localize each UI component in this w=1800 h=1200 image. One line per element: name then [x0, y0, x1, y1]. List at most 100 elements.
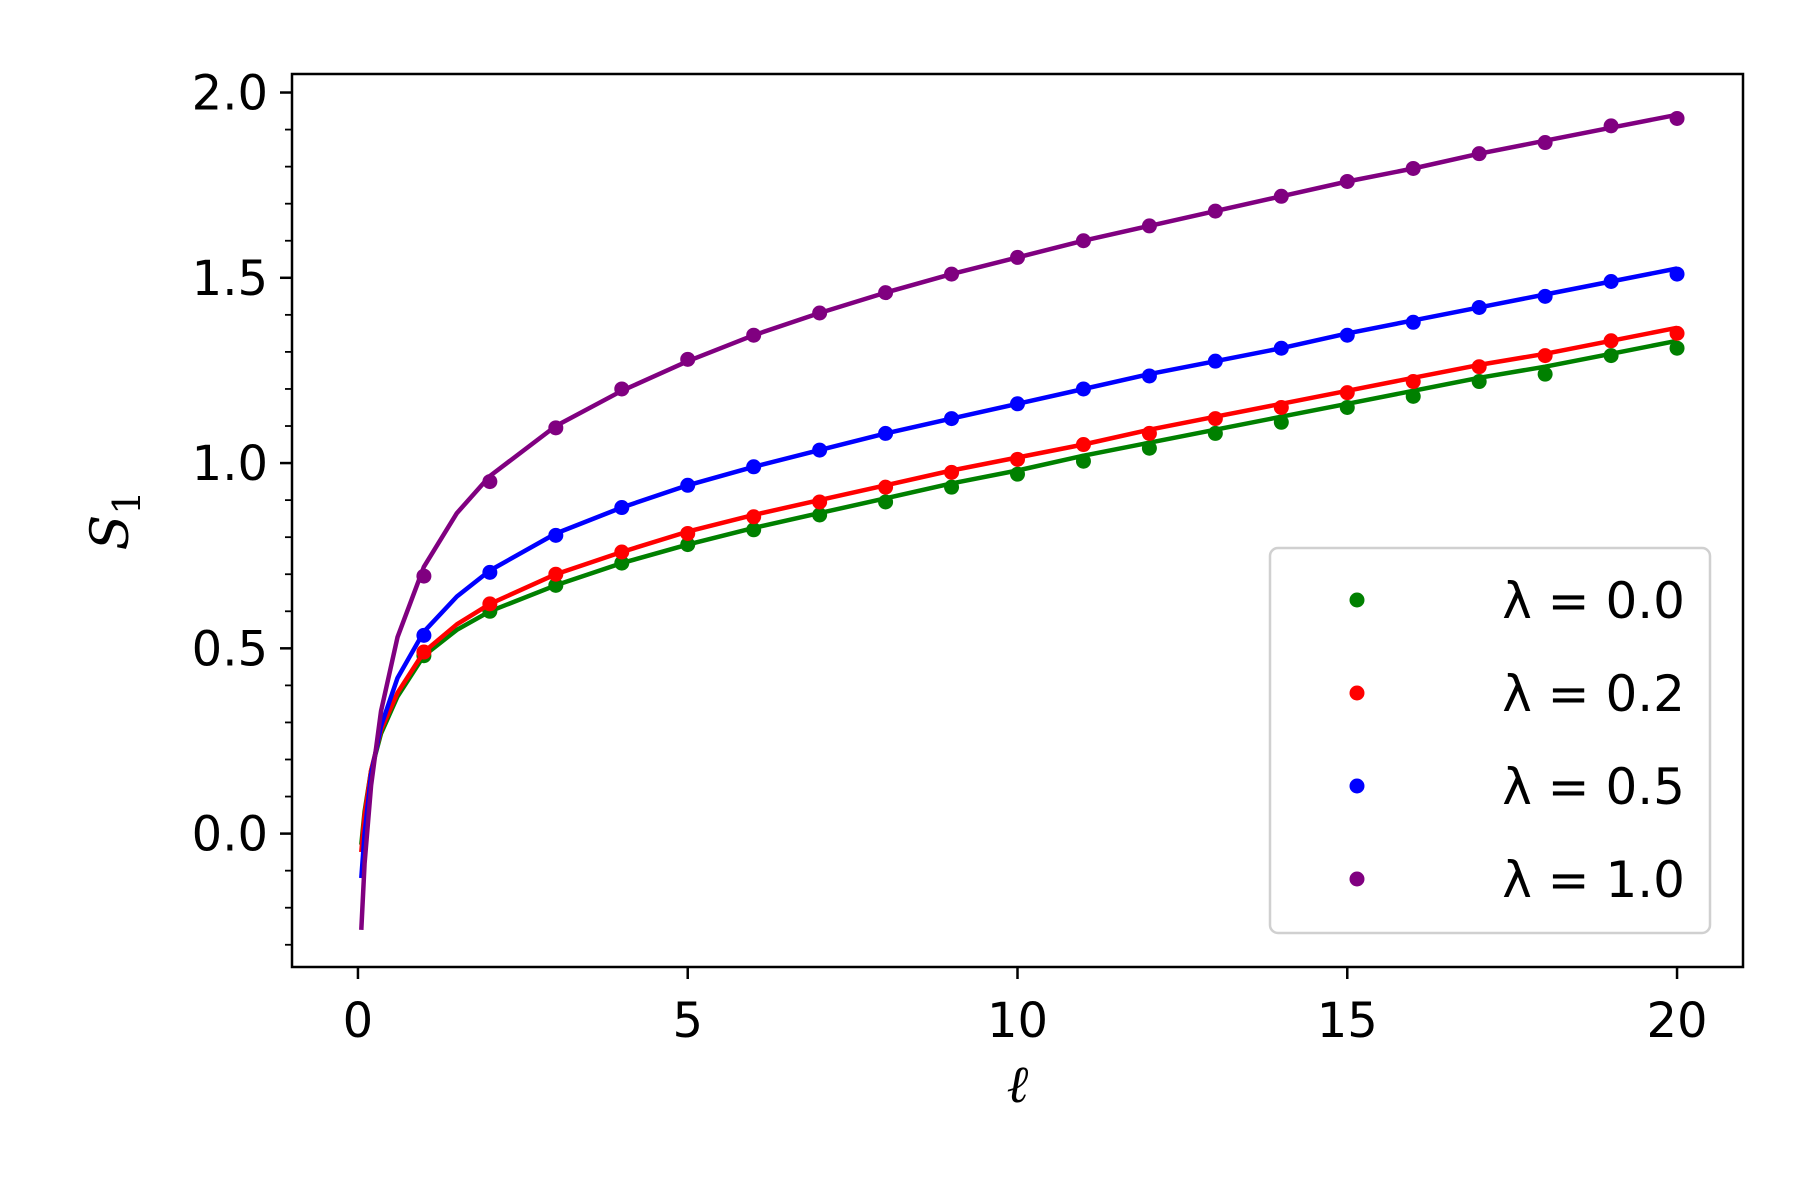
series-2-point	[1603, 274, 1619, 290]
series-0-point	[944, 479, 960, 495]
series-3-point	[1669, 110, 1685, 126]
series-3-point	[416, 568, 432, 584]
series-3-point	[878, 285, 894, 301]
series-0-point	[812, 507, 828, 523]
series-3-point	[680, 351, 696, 367]
y-tick-label: 1.5	[192, 251, 268, 307]
series-1-point	[1075, 437, 1091, 453]
series-0-point	[1141, 440, 1157, 456]
series-1-point	[614, 544, 630, 560]
series-0-point	[1405, 388, 1421, 404]
series-0-point	[878, 494, 894, 510]
series-1-point	[1141, 425, 1157, 441]
series-0-point	[680, 537, 696, 553]
series-3-point	[1075, 233, 1091, 249]
y-axis: 0.0 0.5 1.0 1.5 2.0	[192, 66, 292, 946]
series-2-point	[1141, 368, 1157, 384]
series-2-point	[680, 477, 696, 493]
series-2-point	[944, 411, 960, 427]
series-1-point	[482, 596, 498, 612]
series-2-point	[1339, 327, 1355, 343]
series-3-point	[1603, 118, 1619, 134]
series-3-point	[1537, 135, 1553, 151]
series-2-point	[1010, 396, 1025, 412]
series-1-point	[878, 479, 894, 495]
series-0-point	[1603, 348, 1619, 364]
series-2-point	[1669, 266, 1685, 282]
legend: λ = 0.0 λ = 0.2 λ = 0.5 λ = 1.0	[1268, 546, 1712, 935]
x-tick-label: 0	[343, 993, 374, 1049]
y-tick-label: 0.5	[192, 621, 268, 677]
series-3-point	[1010, 249, 1025, 265]
series-0-point	[1537, 366, 1553, 382]
x-axis: 0 5 10 15 20	[343, 967, 1708, 1049]
series-3-point	[482, 474, 498, 490]
series-3-point	[812, 305, 828, 321]
series-2-point	[1075, 381, 1091, 397]
series-3-point	[548, 420, 564, 436]
y-axis-label-subscript: 1	[105, 491, 149, 515]
series-0-point	[1075, 453, 1091, 469]
x-tick-label: 5	[672, 993, 703, 1049]
series-1-point	[1471, 359, 1487, 375]
y-tick-label: 1.0	[192, 436, 268, 492]
series-3-point	[1273, 188, 1289, 204]
series-1-point	[416, 644, 432, 660]
series-1-line	[359, 325, 1678, 853]
series-0-point	[1339, 399, 1355, 415]
series-1-point	[1405, 374, 1421, 390]
series-0-point	[614, 555, 630, 571]
legend-box	[1268, 546, 1712, 935]
series-1-point	[1537, 348, 1553, 364]
legend-label: λ = 0.2	[1502, 665, 1685, 723]
legend-marker	[1349, 592, 1365, 608]
series-0-point	[746, 522, 762, 538]
series-2-point	[548, 527, 564, 543]
series-2-point	[1471, 299, 1487, 315]
legend-marker	[1349, 778, 1365, 794]
y-axis-label: S1	[81, 491, 149, 551]
x-axis-label: ℓ	[1007, 1055, 1029, 1115]
series-0-point	[1471, 374, 1487, 390]
series-2-point	[1207, 353, 1223, 369]
series-3-point	[614, 381, 630, 397]
series-1-point	[548, 566, 564, 582]
x-tick-label: 15	[1317, 993, 1378, 1049]
series-0-point	[1207, 425, 1223, 441]
series-2-point	[1273, 340, 1289, 356]
series-1-point	[1273, 399, 1289, 415]
legend-label: λ = 0.5	[1502, 758, 1685, 816]
series-3-point	[1141, 218, 1157, 234]
series-1-point	[1603, 333, 1619, 349]
series-1-point	[944, 464, 960, 480]
series-2-point	[614, 500, 630, 516]
series-2-point	[1405, 314, 1421, 330]
legend-marker	[1349, 685, 1365, 701]
series-3-point	[944, 266, 960, 282]
series-0-point	[548, 577, 564, 593]
series-2-point	[812, 442, 828, 458]
legend-label: λ = 1.0	[1502, 851, 1685, 909]
legend-marker	[1349, 871, 1365, 887]
series-2-point	[746, 459, 762, 475]
series-0-point	[1273, 414, 1289, 430]
series-2-line	[359, 266, 1678, 879]
series-2-point	[1537, 288, 1553, 304]
y-axis-label-main: S	[81, 515, 141, 551]
series-1-point	[1207, 411, 1223, 427]
x-tick-label: 20	[1647, 993, 1708, 1049]
series-0-point	[1010, 466, 1025, 482]
series-2-point	[878, 425, 894, 441]
series-0-point	[1669, 340, 1685, 356]
series-1-point	[812, 494, 828, 510]
series-3-line	[359, 112, 1678, 931]
series-3-point	[746, 327, 762, 343]
series-3-point	[1207, 203, 1223, 219]
series-1-point	[746, 509, 762, 525]
x-tick-label: 10	[987, 993, 1048, 1049]
series-1-point	[1339, 385, 1355, 401]
series-3-point	[1339, 173, 1355, 189]
series-1-point	[1669, 325, 1685, 341]
y-tick-label: 0.0	[192, 807, 268, 863]
